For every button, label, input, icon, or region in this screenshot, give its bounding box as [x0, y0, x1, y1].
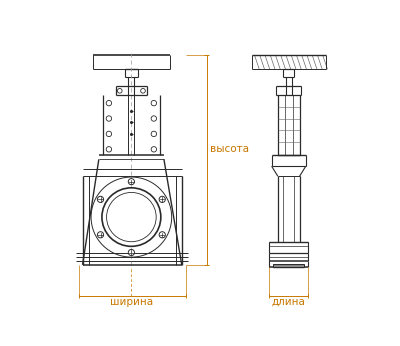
Circle shape	[141, 89, 145, 93]
Text: длина: длина	[272, 297, 306, 307]
Circle shape	[106, 192, 156, 242]
Bar	[273, 264, 304, 267]
Circle shape	[128, 249, 134, 256]
Circle shape	[106, 116, 112, 121]
Circle shape	[128, 179, 134, 185]
Circle shape	[118, 89, 122, 93]
Circle shape	[106, 131, 112, 137]
Circle shape	[159, 232, 165, 238]
Text: высота: высота	[210, 144, 250, 154]
Circle shape	[151, 100, 156, 106]
Circle shape	[98, 232, 104, 238]
Text: ширина: ширина	[110, 297, 153, 307]
Circle shape	[102, 188, 161, 246]
Circle shape	[151, 147, 156, 152]
Circle shape	[98, 196, 104, 202]
Circle shape	[151, 116, 156, 121]
Circle shape	[151, 131, 156, 137]
Circle shape	[106, 147, 112, 152]
Circle shape	[106, 100, 112, 106]
Circle shape	[159, 196, 165, 202]
